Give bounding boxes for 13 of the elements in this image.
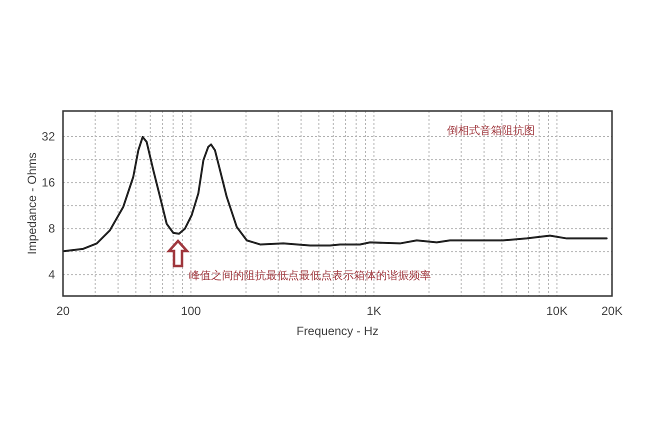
y-tick-label: 4	[48, 268, 56, 282]
x-tick-label: 10K	[546, 304, 568, 318]
x-tick-label: 20	[56, 304, 70, 318]
annotation: 倒相式音箱阻抗图	[447, 124, 535, 137]
y-tick-label: 32	[42, 130, 56, 144]
y-tick-label: 16	[42, 176, 56, 190]
annotation: 峰值之间的阻抗最低点最低点表示箱体的谐振频率	[189, 269, 431, 282]
x-tick-label: 20K	[601, 304, 623, 318]
x-tick-label: 1K	[366, 304, 382, 318]
x-tick-label: 100	[180, 304, 202, 318]
x-axis-title: Frequency - Hz	[296, 324, 379, 338]
y-tick-label: 8	[48, 222, 56, 236]
y-axis-title: Impedance - Ohms	[25, 152, 39, 255]
